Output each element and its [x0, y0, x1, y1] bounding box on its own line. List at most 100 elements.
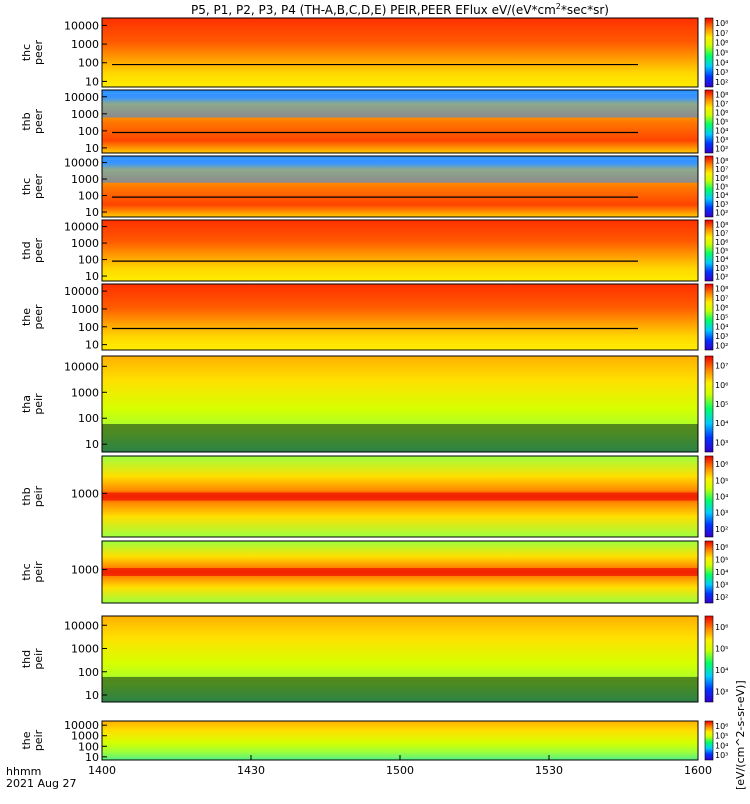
colorbar-tick-label: 10⁵	[715, 556, 728, 565]
y-axis-label-probe: thd	[20, 650, 33, 668]
panel-frame	[101, 155, 699, 218]
chart-title-sup: 2	[556, 2, 561, 11]
y-axis-label-kind: peir	[32, 485, 45, 507]
colorbar-tick-label: 10⁴	[715, 255, 728, 264]
y-tick-label: 1000	[71, 564, 99, 577]
panel-3: 10000 1000 100 10 thc peer 10²10³10⁴10⁵10⁶10⁷1…	[20, 155, 728, 219]
colorbar-tick-label: 10⁵	[715, 644, 728, 653]
y-tick-label: 10	[85, 751, 99, 764]
panel-frame	[101, 455, 699, 538]
y-tick-label: 100	[78, 190, 99, 203]
colorbar-tick-label: 10⁴	[715, 127, 728, 136]
colorbar	[704, 283, 714, 351]
colorbar-tick-label: 10⁸	[715, 220, 728, 229]
y-axis-label-probe: thc	[20, 563, 33, 580]
panel-5: 10000 1000 100 10 the peer 10²10³10⁴10⁵10⁶10⁷1…	[20, 283, 728, 352]
colorbar	[704, 455, 714, 538]
y-axis-label-kind: peir	[32, 393, 45, 415]
colorbar	[704, 89, 714, 154]
y-axis-label-probe: thd	[20, 241, 33, 259]
colorbar-tick-label: 10⁷	[715, 229, 728, 238]
y-tick-label: 10000	[64, 19, 99, 32]
colorbar-tick-label: 10³	[715, 332, 728, 341]
x-axis-label-hhmm: hhmm	[6, 765, 41, 778]
chart-title-main: P5, P1, P2, P3, P4 (TH-A,B,C,D,E) PEIR,P…	[191, 3, 556, 17]
colorbar-tick-label: 10³	[715, 200, 728, 209]
y-tick-label: 10000	[64, 360, 99, 373]
panel-frame	[101, 219, 699, 282]
energy-band	[102, 492, 698, 501]
x-tick-label: 1600	[684, 764, 712, 777]
x-axis-label-date: 2021 Aug 27	[6, 777, 76, 790]
colorbar-tick-label: 10⁶	[715, 623, 728, 632]
colorbar-tick-label: 10⁵	[715, 313, 728, 322]
colorbar-tick-label: 10⁶	[715, 238, 728, 247]
colorbar-tick-label: 10³	[715, 751, 728, 760]
colorbar-tick-label: 10⁶	[715, 381, 728, 390]
y-tick-label: 1000	[71, 303, 99, 316]
colorbar-tick-label: 10³	[715, 264, 728, 273]
x-tick-label: 1500	[386, 764, 414, 777]
y-axis-label-probe: thb	[20, 112, 33, 130]
panel-frame	[101, 355, 699, 453]
colorbar-tick-label: 10⁷	[715, 100, 728, 109]
colorbar-tick-label: 10⁷	[715, 29, 728, 38]
y-tick-label: 10000	[64, 221, 99, 234]
colorbar-tick-label: 10³	[715, 68, 728, 77]
y-axis-label-probe: thc	[20, 178, 33, 195]
spectrogram-image	[102, 284, 698, 350]
panel-frame	[101, 540, 699, 604]
colorbar-tick-label: 10²	[715, 593, 728, 602]
colorbar-tick-label: 10²	[715, 209, 728, 218]
y-axis-label-kind: peer	[32, 40, 45, 66]
panel-1: 10000 1000 100 10 thc peer 10²10³10⁴10⁵10⁶10⁷1…	[20, 17, 728, 88]
y-axis-label-kind: peer	[32, 109, 45, 135]
colorbar-tick-label: 10³	[715, 687, 728, 696]
y-tick-label: 100	[78, 321, 99, 334]
colorbar-tick-label: 10⁵	[715, 476, 728, 485]
y-tick-label: 100	[78, 254, 99, 267]
high-energy-noise	[102, 160, 698, 183]
colorbar-tick-label: 10⁴	[715, 58, 728, 67]
colorbar-tick-label: 10⁵	[715, 732, 728, 741]
colorbar	[704, 17, 714, 88]
colorbar-tick-label: 10⁵	[715, 400, 728, 409]
colorbar-tick-label: 10⁸	[715, 156, 728, 165]
colorbar-label: [eV/(cm^2-s-sr-eV)]	[734, 680, 747, 790]
y-tick-label: 10000	[64, 91, 99, 104]
y-axis-label-kind: peer	[32, 238, 45, 264]
panel-frame	[101, 283, 699, 351]
colorbar-tick-label: 10⁶	[715, 722, 728, 731]
colorbar-tick-label: 10⁷	[715, 165, 728, 174]
y-tick-label: 10	[85, 438, 99, 451]
colorbar-tick-label: 10⁴	[715, 741, 728, 750]
y-tick-label: 10	[85, 142, 99, 155]
colorbar	[704, 355, 714, 453]
y-tick-label: 10000	[64, 157, 99, 170]
y-axis-label-probe: thb	[20, 487, 33, 505]
panel-frame	[101, 615, 699, 703]
y-tick-label: 100	[78, 412, 99, 425]
colorbar-tick-label: 10⁴	[715, 191, 728, 200]
colorbar-tick-label: 10⁷	[715, 362, 728, 371]
panel-frame	[101, 89, 699, 154]
colorbar-tick-label: 10⁶	[715, 543, 728, 552]
y-axis-label-kind: peir	[32, 561, 45, 583]
colorbar-tick-label: 10⁴	[715, 322, 728, 331]
colorbar-tick-label: 10⁸	[715, 285, 728, 294]
colorbar-tick-label: 10²	[715, 145, 728, 154]
colorbar-tick-label: 10⁶	[715, 174, 728, 183]
y-tick-label: 1000	[71, 173, 99, 186]
colorbar-tick-label: 10⁶	[715, 460, 728, 469]
colorbar	[704, 615, 714, 703]
colorbar-tick-label: 10⁵	[715, 118, 728, 127]
panel-9: 10000 1000 100 10 thd peir 10³ 10⁴ 10⁵ 10⁶	[20, 615, 728, 703]
colorbar-tick-label: 10³	[715, 438, 728, 447]
colorbar-tick-label: 10⁴	[715, 493, 728, 502]
x-tick-label: 1530	[535, 764, 563, 777]
y-tick-label: 1000	[71, 487, 99, 500]
y-tick-label: 100	[78, 666, 99, 679]
y-axis-label-probe: tha	[20, 395, 33, 413]
y-axis-label-kind: peer	[32, 304, 45, 330]
